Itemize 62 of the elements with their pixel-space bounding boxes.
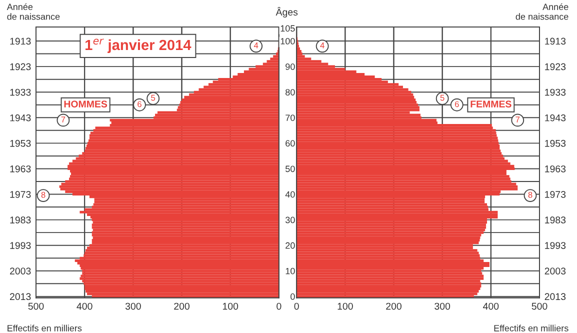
x-tick-label: 500 <box>28 302 44 310</box>
y-tick-label: 60 <box>286 140 295 147</box>
annotation: FEMMES <box>470 100 512 108</box>
annotation: 7 <box>516 116 520 122</box>
y2-tick-label: 1933 <box>10 88 31 96</box>
y2-tick-label: 1953 <box>545 140 566 147</box>
annotation: 5 <box>151 94 156 101</box>
y-tick-label: 10 <box>286 268 295 274</box>
y2-tick-label: 1923 <box>10 63 31 70</box>
y2-tick-label: 1983 <box>10 216 31 224</box>
y2-tick-label: 2013 <box>544 293 566 300</box>
y2-tick-label: 2003 <box>544 268 566 275</box>
y2-tick-label: 1963 <box>10 165 31 172</box>
y-tick-label: 20 <box>286 242 295 249</box>
y2-tick-label: 1993 <box>545 242 566 249</box>
y-tick-label: 100 <box>280 38 295 44</box>
annotation: 8 <box>528 192 532 198</box>
y2-axis-title: Année de naissance <box>6 3 60 20</box>
y2-tick-label: 1993 <box>10 242 31 249</box>
x-tick-label: 400 <box>483 302 499 310</box>
y2-tick-label: 1973 <box>10 190 31 198</box>
x-axis-title: Effectifs en milliers <box>494 324 568 332</box>
annotation: 6 <box>455 101 459 108</box>
x-tick-label: 300 <box>434 302 450 310</box>
y-tick-label: 0 <box>290 293 295 300</box>
annotation: 4 <box>320 42 324 48</box>
y2-axis-title: Année de naissance <box>516 3 568 20</box>
x-tick-label: 200 <box>386 302 402 310</box>
annotation: HOMMES <box>64 100 108 108</box>
y2-tick-label: 1913 <box>545 38 566 45</box>
y-tick-label: 80 <box>286 89 295 96</box>
y2-tick-label: 2013 <box>10 293 31 300</box>
y2-tick-label: 1973 <box>545 190 566 198</box>
x-tick-label: 200 <box>174 302 190 310</box>
y2-tick-label: 1933 <box>545 88 566 96</box>
y2-tick-label: 1923 <box>545 63 566 70</box>
y2-tick-label: 1913 <box>10 38 31 45</box>
x-tick-label: 100 <box>338 302 353 310</box>
y-tick-label: 105 <box>280 25 295 32</box>
y2-tick-label: 1943 <box>545 114 566 122</box>
annotation: 8 <box>41 192 46 198</box>
y2-tick-label: 1983 <box>545 216 566 224</box>
x-tick-label: 400 <box>76 302 92 310</box>
y-tick-label: 90 <box>286 64 295 70</box>
y-tick-label: 50 <box>286 166 295 172</box>
x-tick-label: 100 <box>222 302 238 310</box>
x-axis-title: Effectifs en milliers <box>8 324 82 332</box>
annotation: 4 <box>254 42 258 48</box>
x-tick-label: 300 <box>125 302 141 310</box>
annotation: 6 <box>138 101 142 108</box>
y-tick-label: 40 <box>285 191 295 198</box>
y2-tick-label: 1943 <box>10 114 31 122</box>
x-tick-label: 500 <box>532 302 548 310</box>
y-tick-label: 70 <box>286 114 295 121</box>
annotation: 5 <box>440 94 444 101</box>
text: 1$^{er}$ janvier 2014 <box>86 38 192 54</box>
y-tick-label: 30 <box>285 216 295 224</box>
annotation: 7 <box>61 116 66 122</box>
y2-tick-label: 1953 <box>10 140 31 147</box>
y2-tick-label: 2003 <box>10 268 31 275</box>
y-axis-title: Âges <box>276 6 298 18</box>
y2-tick-label: 1963 <box>545 165 566 172</box>
